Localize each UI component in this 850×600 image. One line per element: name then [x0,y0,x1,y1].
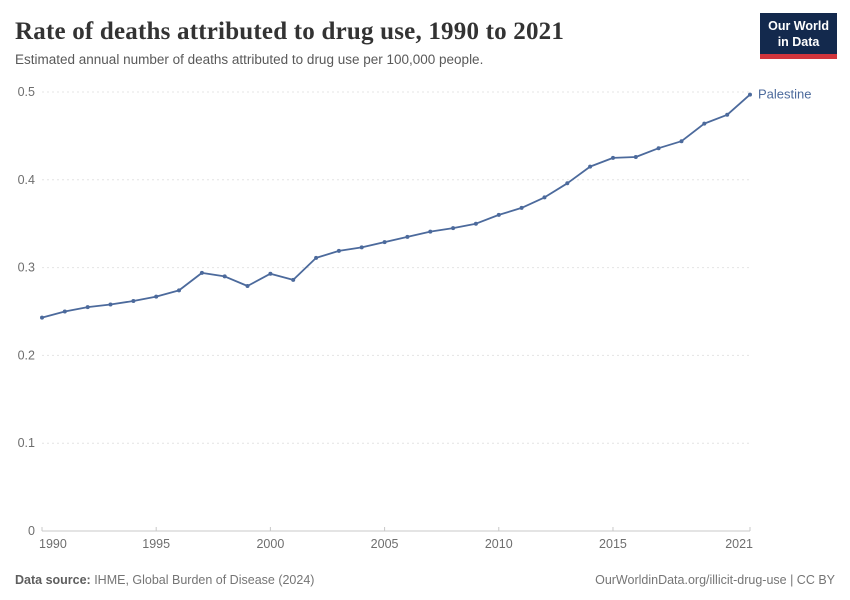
owid-logo-line2: in Data [777,35,820,49]
page-subtitle: Estimated annual number of deaths attrib… [15,52,484,67]
data-point[interactable] [382,240,387,245]
data-point[interactable] [154,294,159,299]
data-point[interactable] [177,288,181,293]
y-axis-tick-label: 0.4 [18,173,35,187]
y-axis-tick-label: 0.5 [18,85,35,99]
data-point[interactable] [268,271,273,276]
data-point[interactable] [131,299,136,303]
data-point[interactable] [633,155,638,159]
data-point[interactable] [108,302,113,307]
data-point[interactable] [656,146,661,151]
chart-footer: Data source: IHME, Global Burden of Dise… [15,573,835,587]
x-axis-tick-label: 2010 [485,537,513,551]
y-axis-tick-label: 0.1 [18,436,35,450]
x-axis-tick-label: 2005 [371,537,399,551]
y-axis-tick-label: 0.3 [18,261,35,275]
data-point[interactable] [542,195,547,200]
data-point[interactable] [725,112,730,117]
data-point[interactable] [359,245,364,250]
data-point[interactable] [245,284,250,288]
data-point[interactable] [496,212,501,217]
y-axis-tick-label: 0 [28,524,35,538]
page-title: Rate of deaths attributed to drug use, 1… [15,18,565,45]
data-point[interactable] [451,226,456,231]
data-point[interactable] [611,155,615,160]
data-point[interactable] [588,164,593,169]
data-point[interactable] [702,121,707,126]
data-point[interactable] [405,234,410,239]
data-point[interactable] [291,277,296,282]
owid-logo-line1: Our World [768,19,829,33]
data-source-label: Data source: [15,573,91,587]
data-point[interactable] [679,139,684,144]
license-link[interactable]: OurWorldinData.org/illicit-drug-use | CC… [595,573,835,587]
data-line-palestine[interactable] [41,93,751,319]
owid-logo[interactable]: Our World in Data [760,13,837,59]
data-point[interactable] [428,229,433,234]
x-axis-tick-label: 1995 [142,537,170,551]
data-point[interactable] [748,92,752,97]
y-axis-tick-label: 0.2 [18,348,35,362]
data-point[interactable] [222,274,227,279]
x-axis-tick-label: 2021 [725,537,753,551]
data-point[interactable] [473,221,478,226]
data-source-note: Data source: IHME, Global Burden of Dise… [15,573,314,587]
data-point[interactable] [565,181,570,186]
x-axis-tick-label: 1990 [39,537,67,551]
x-axis-tick-label: 2015 [599,537,627,551]
data-point[interactable] [62,309,67,314]
series-label-palestine[interactable]: Palestine [758,87,811,102]
data-point[interactable] [40,315,44,320]
data-point[interactable] [519,205,524,210]
data-point[interactable] [199,270,204,275]
data-point[interactable] [85,305,90,310]
x-axis-tick-label: 2000 [256,537,284,551]
data-point[interactable] [336,248,341,253]
data-source-text: IHME, Global Burden of Disease (2024) [90,573,315,587]
data-point[interactable] [314,255,319,260]
